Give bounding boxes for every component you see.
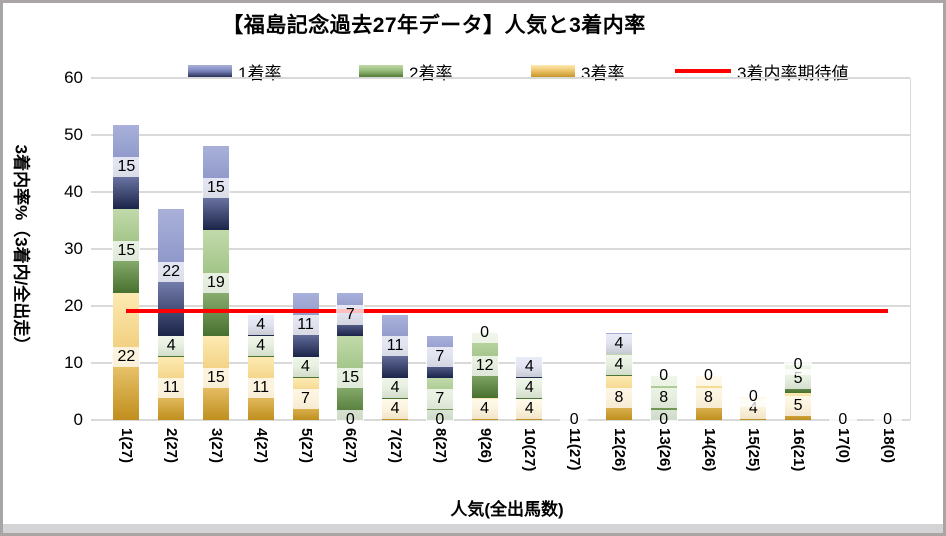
y-axis-tick-label: 30 (64, 239, 83, 258)
y-axis-tick-label: 40 (64, 182, 83, 201)
bar-value-label-rate3: 0 (649, 410, 678, 430)
x-axis-tick-text: 6(27) (342, 428, 360, 464)
bar-value-label-rate2: 8 (649, 388, 678, 409)
x-axis-tick-text: 9(26) (476, 428, 494, 464)
bar-value-label-rate2: 15 (336, 367, 365, 388)
x-axis-tick-text: 16(21) (790, 428, 808, 472)
gridline-y30 (91, 248, 910, 250)
bar-value-label-rate3: 0 (425, 410, 454, 430)
chart-title: 【福島記念過去27年データ】人気と3着内率 (222, 14, 646, 37)
bar-value-label-rate3: 0 (560, 410, 589, 430)
bar-value-label-rate2: 15 (112, 241, 141, 262)
bar-value-label-rate2: 19 (201, 272, 230, 293)
bar-value-label-rate3: 0 (873, 410, 902, 430)
x-axis-tick-text: 10(27) (521, 428, 539, 472)
legend-swatch-rate3-icon (531, 64, 575, 78)
x-axis-tick-text: 3(27) (207, 428, 225, 464)
window-bottom-edge (3, 524, 943, 533)
bar-value-label-rate1: 15 (112, 156, 141, 177)
bar-value-label-rate1: 15 (201, 178, 230, 198)
bar-value-label-rate1: 7 (425, 346, 454, 367)
bar-value-label-rate3: 22 (112, 346, 141, 367)
bar-value-label-rate2: 4 (515, 378, 544, 399)
legend-label-rate3: 3着率 (581, 63, 625, 83)
gridline-y50 (91, 134, 910, 136)
gridline-y0 (91, 419, 910, 421)
bar-value-label-rate3: 15 (201, 367, 230, 388)
bar-value-label-rate3: 4 (470, 399, 499, 420)
x-axis-tick-text: 13(26) (655, 428, 673, 472)
bar-value-label-rate3: 8 (694, 388, 723, 409)
bar-value-label-rate1: 22 (157, 262, 186, 283)
bar-value-label-rate3: 0 (336, 410, 365, 430)
y-axis-title: 3着内率%（3着内/全出走） (11, 144, 31, 354)
bar-value-label-rate2: 4 (291, 357, 320, 378)
x-axis-tick-text: 5(27) (297, 428, 315, 464)
bar-value-label-rate1: 7 (336, 304, 365, 325)
gridline-y20 (91, 305, 910, 307)
bar-value-label-rate1: 0 (784, 355, 813, 376)
bar-value-label-rate3: 5 (784, 396, 813, 417)
y-axis-tick-label: 0 (73, 410, 83, 429)
legend-swatch-rate1-icon (188, 64, 232, 78)
bar-value-label-rate1: 0 (649, 366, 678, 387)
gridline-y40 (91, 191, 910, 193)
expected-rate-line (126, 308, 888, 313)
x-axis-tick-text: 4(27) (252, 428, 270, 464)
x-axis-tick-text: 7(27) (387, 428, 405, 464)
bar-value-label-rate2: 12 (470, 355, 499, 376)
bar-value-label-rate2: 4 (381, 378, 410, 399)
bar-value-label-rate2: 0 (739, 387, 768, 408)
y-axis-tick-label: 10 (64, 353, 83, 372)
gridline-y60 (91, 77, 910, 79)
x-axis-tick-text: 14(26) (700, 428, 718, 472)
legend-swatch-expected-line-icon (675, 69, 731, 73)
x-axis-tick-text: 15(25) (745, 428, 763, 472)
bar-value-label-rate3: 4 (515, 399, 544, 420)
bar-value-label-rate2: 4 (604, 355, 633, 376)
gridline-y10 (91, 362, 910, 364)
legend-label-rate1: 1着率 (238, 63, 282, 83)
bar-value-label-rate1: 0 (470, 322, 499, 343)
bar-value-label-rate1: 11 (291, 315, 320, 336)
bar-value-label-rate2: 0 (694, 366, 723, 387)
bar-value-label-rate3: 11 (246, 378, 275, 399)
y-axis-tick-label: 20 (64, 296, 83, 315)
bar-value-label-rate1: 4 (515, 357, 544, 378)
bar-value-label-rate2: 4 (246, 336, 275, 357)
bar-value-label-rate1: 11 (381, 336, 410, 357)
bar-value-label-rate1: 4 (604, 333, 633, 354)
bar-value-label-rate2: 4 (157, 336, 186, 357)
x-axis-title: 人気(全出馬数) (450, 500, 564, 519)
plot-right-border (910, 78, 911, 420)
x-axis-tick-text: 8(27) (431, 428, 449, 464)
legend-swatch-rate2-icon (359, 64, 403, 78)
x-axis-tick-text: 17(0) (834, 428, 852, 464)
bar-value-label-rate3: 7 (291, 388, 320, 409)
x-axis-tick-text: 12(26) (610, 428, 628, 472)
legend-label-expected: 3着内率期待値 (737, 63, 849, 83)
bar-value-label-rate3: 4 (381, 399, 410, 420)
x-axis-tick-text: 18(0) (879, 428, 897, 464)
legend-label-rate2: 2着率 (409, 63, 453, 83)
bar-value-label-rate3: 0 (828, 410, 857, 430)
x-axis-tick-text: 11(27) (566, 428, 584, 471)
bar-value-label-rate3: 11 (157, 378, 186, 399)
x-axis-tick-text: 1(27) (118, 428, 136, 464)
y-axis-tick-label: 60 (64, 68, 83, 87)
y-axis-tick-label: 50 (64, 125, 83, 144)
bar-value-label-rate2: 7 (425, 388, 454, 409)
x-axis-tick-text: 2(27) (163, 428, 181, 464)
bar-value-label-rate1: 4 (246, 315, 275, 336)
bar-value-label-rate3: 8 (604, 388, 633, 409)
